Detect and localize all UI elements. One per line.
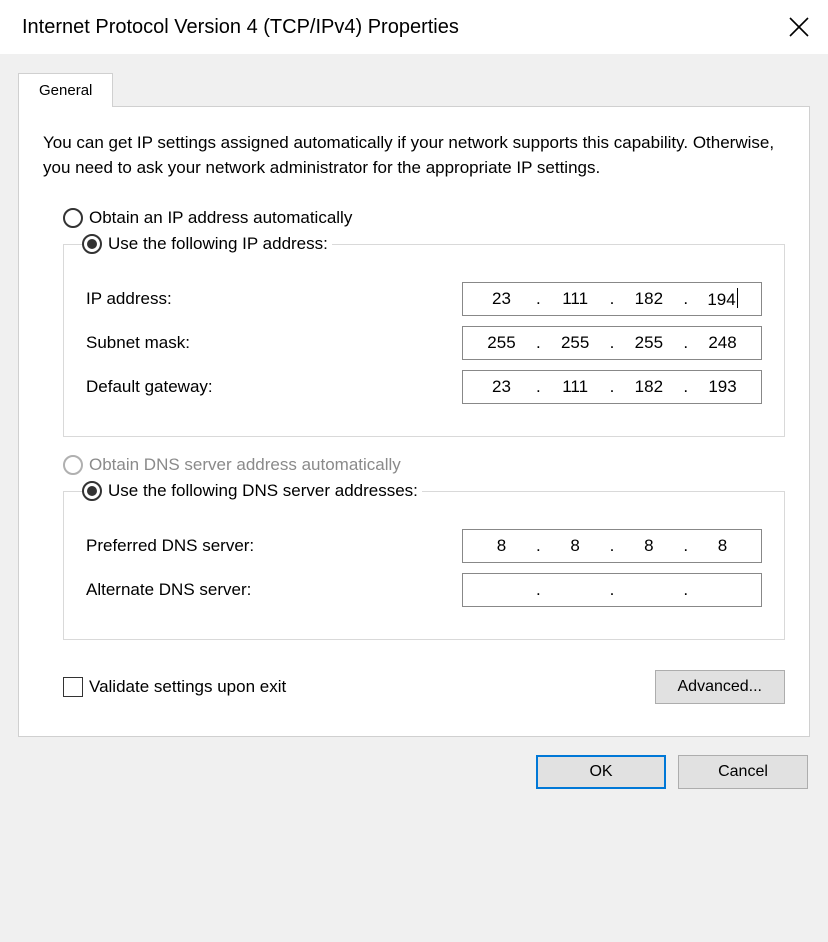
validate-label: Validate settings upon exit bbox=[89, 677, 286, 697]
dialog-buttons: OK Cancel bbox=[18, 755, 810, 789]
window-title: Internet Protocol Version 4 (TCP/IPv4) P… bbox=[22, 16, 459, 39]
ip-octet: 8 bbox=[690, 536, 755, 556]
advanced-button[interactable]: Advanced... bbox=[655, 670, 786, 704]
radio-ip-manual-label: Use the following IP address: bbox=[108, 234, 328, 254]
radio-icon bbox=[63, 208, 83, 228]
ip-address-label: IP address: bbox=[86, 289, 172, 309]
tab-panel-general: You can get IP settings assigned automat… bbox=[18, 106, 810, 737]
radio-dns-manual-label: Use the following DNS server addresses: bbox=[108, 481, 418, 501]
alternate-dns-label: Alternate DNS server: bbox=[86, 580, 251, 600]
cancel-button[interactable]: Cancel bbox=[678, 755, 808, 789]
ip-octet: 194 bbox=[690, 288, 755, 310]
gateway-label: Default gateway: bbox=[86, 377, 213, 397]
field-preferred-dns: Preferred DNS server: 8. 8. 8. 8 bbox=[86, 529, 762, 563]
ip-octet: 193 bbox=[690, 377, 755, 397]
dns-group-legend: Use the following DNS server addresses: bbox=[82, 481, 422, 501]
subnet-label: Subnet mask: bbox=[86, 333, 190, 353]
intro-text: You can get IP settings assigned automat… bbox=[43, 131, 785, 180]
ok-button[interactable]: OK bbox=[536, 755, 666, 789]
field-ip-address: IP address: 23. 111. 182. 194 bbox=[86, 282, 762, 316]
preferred-dns-label: Preferred DNS server: bbox=[86, 536, 254, 556]
radio-ip-manual[interactable]: Use the following IP address: bbox=[82, 234, 328, 254]
alternate-dns-input[interactable]: . . . bbox=[462, 573, 762, 607]
ip-octet: 182 bbox=[616, 377, 681, 397]
field-gateway: Default gateway: 23. 111. 182. 193 bbox=[86, 370, 762, 404]
subnet-input[interactable]: 255. 255. 255. 248 bbox=[462, 326, 762, 360]
ip-group-legend: Use the following IP address: bbox=[82, 234, 332, 254]
title-bar: Internet Protocol Version 4 (TCP/IPv4) P… bbox=[0, 0, 828, 54]
bottom-row: Validate settings upon exit Advanced... bbox=[63, 670, 785, 704]
radio-dns-auto: Obtain DNS server address automatically bbox=[63, 455, 785, 475]
radio-icon bbox=[63, 455, 83, 475]
ip-octet: 23 bbox=[469, 377, 534, 397]
validate-checkbox[interactable]: Validate settings upon exit bbox=[63, 677, 286, 697]
field-subnet: Subnet mask: 255. 255. 255. 248 bbox=[86, 326, 762, 360]
radio-dns-manual[interactable]: Use the following DNS server addresses: bbox=[82, 481, 418, 501]
field-alternate-dns: Alternate DNS server: . . . bbox=[86, 573, 762, 607]
ip-octet: 248 bbox=[690, 333, 755, 353]
ip-octet: 8 bbox=[469, 536, 534, 556]
ip-octet: 255 bbox=[616, 333, 681, 353]
radio-ip-auto-label: Obtain an IP address automatically bbox=[89, 208, 352, 228]
tab-strip: General bbox=[18, 72, 810, 106]
ip-octet: 8 bbox=[543, 536, 608, 556]
ip-octet: 8 bbox=[616, 536, 681, 556]
radio-icon bbox=[82, 481, 102, 501]
ip-groupbox: Use the following IP address: IP address… bbox=[63, 234, 785, 437]
ip-address-input[interactable]: 23. 111. 182. 194 bbox=[462, 282, 762, 316]
preferred-dns-input[interactable]: 8. 8. 8. 8 bbox=[462, 529, 762, 563]
ip-octet: 23 bbox=[469, 289, 534, 309]
dialog-body: General You can get IP settings assigned… bbox=[0, 54, 828, 942]
close-icon[interactable] bbox=[788, 16, 810, 38]
radio-ip-auto[interactable]: Obtain an IP address automatically bbox=[63, 208, 785, 228]
checkbox-icon bbox=[63, 677, 83, 697]
ip-octet: 182 bbox=[616, 289, 681, 309]
dns-groupbox: Use the following DNS server addresses: … bbox=[63, 481, 785, 640]
tab-general[interactable]: General bbox=[18, 73, 113, 107]
ip-octet: 255 bbox=[543, 333, 608, 353]
radio-icon bbox=[82, 234, 102, 254]
ip-octet: 111 bbox=[543, 289, 608, 309]
ip-octet: 255 bbox=[469, 333, 534, 353]
ip-octet: 111 bbox=[543, 377, 608, 397]
radio-dns-auto-label: Obtain DNS server address automatically bbox=[89, 455, 401, 475]
gateway-input[interactable]: 23. 111. 182. 193 bbox=[462, 370, 762, 404]
